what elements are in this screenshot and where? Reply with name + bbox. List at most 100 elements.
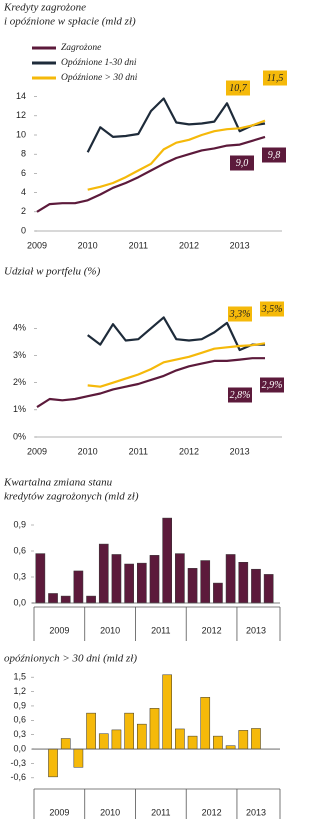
x-tick-label: 2009 [49,807,69,817]
bar [35,553,46,604]
y-tick-label: 0,3 [13,571,26,581]
annotation-label: 3,3% [229,309,251,320]
x-tick-label: 2009 [27,240,47,250]
bar [187,735,198,750]
bar [225,554,236,604]
bar [187,568,198,604]
y-tick-label: 8 [21,149,26,159]
page: Kredyty zagrożone i opóźnione w spłacie (… [3,2,287,819]
y-tick-label: 0% [13,431,26,441]
bar [162,674,173,750]
y-tick-label: 1% [13,404,26,414]
x-tick-label: 2013 [230,240,250,250]
y-tick-label: -0,6 [10,772,26,782]
y-tick-label: 0,0 [13,743,26,753]
y-tick-label: 0,6 [13,545,26,555]
x-tick-label: 2013 [230,446,250,456]
y-tick-label: 0,3 [13,729,26,739]
x-tick-label: 2011 [151,625,170,635]
chart-title: Kredyty zagrożone [3,2,86,14]
x-tick-label: 2009 [27,446,47,456]
annotation-label: 9,8 [268,150,281,161]
annotation-label: 2,9% [262,380,283,391]
bar [60,738,71,750]
y-tick-label: 0,9 [13,519,26,529]
x-tick-label: 2010 [78,240,98,250]
y-tick-label: 4% [13,323,26,333]
x-tick-label: 2012 [202,807,222,817]
bar [200,697,211,750]
bar [111,729,122,750]
x-tick-label: 2010 [100,625,120,635]
annotation-label: 10,7 [229,83,248,94]
y-tick-label: 2% [13,377,26,387]
annotation-box [226,80,250,96]
chart-title: opóźnionych > 30 dni (mld zł) [4,653,137,665]
annotation-box [263,70,287,86]
y-tick-label: 2 [21,206,26,216]
bar [86,595,96,604]
y-tick-label: 4 [21,187,26,197]
y-tick-label: 12 [16,110,26,120]
annotation-label: 9,0 [236,158,249,169]
annotation-box [228,387,252,403]
legend-label: Opóźnione 1-30 dni [61,58,137,68]
bar [175,553,185,604]
x-tick-label: 2013 [246,625,266,635]
y-tick-label: 0,0 [13,597,26,607]
bar [98,733,109,750]
series-line [36,357,265,409]
x-tick-label: 2010 [100,807,120,817]
y-tick-label: 0,6 [13,715,26,725]
x-tick-label: 2011 [129,446,148,456]
annotation-label: 2,8% [230,390,251,401]
x-tick-label: 2009 [49,625,69,635]
x-tick-label: 2011 [151,807,170,817]
bar [98,543,109,604]
series-line [87,342,266,388]
y-tick-label: -0,3 [10,758,26,768]
series-line [87,316,265,352]
chart-title: Kwartalna zmiana stanu [3,477,113,489]
x-tick-label: 2013 [246,807,266,817]
bar [48,593,58,604]
x-tick-label: 2012 [179,240,199,250]
x-tick-label: 2012 [179,446,199,456]
x-tick-label: 2012 [202,625,222,635]
chart-title: i opóźnione w spłacie (mld zł) [4,16,136,28]
bar [73,748,84,768]
series-line [86,97,266,153]
annotation-box [228,306,252,322]
bar [149,708,160,750]
bar [238,730,249,750]
annotation-label: 11,5 [267,73,284,84]
annotation-box [230,155,254,171]
series-line [87,119,266,191]
bar [73,570,84,604]
bar [225,745,236,750]
bar [149,555,160,604]
annotation-box [262,147,286,163]
bar [200,560,211,604]
x-tick-label: 2010 [78,446,98,456]
bar [60,595,71,604]
y-tick-label: 0 [21,225,26,235]
bar [124,712,134,750]
bar [124,563,134,604]
bar [238,562,249,604]
bar [175,728,185,750]
chart-title: Udział w portfelu (%) [4,266,101,278]
bar [136,562,147,604]
bar [251,728,261,750]
bar [213,735,223,750]
bar [136,723,147,750]
y-tick-label: 3% [13,350,26,360]
y-tick-label: 1,5 [13,672,26,682]
y-tick-label: 6 [21,168,26,178]
series-line [36,135,266,213]
bar [213,582,223,604]
y-tick-label: 0,9 [13,700,26,710]
annotation-box [260,301,284,317]
bar [263,574,274,604]
bar [251,568,261,604]
